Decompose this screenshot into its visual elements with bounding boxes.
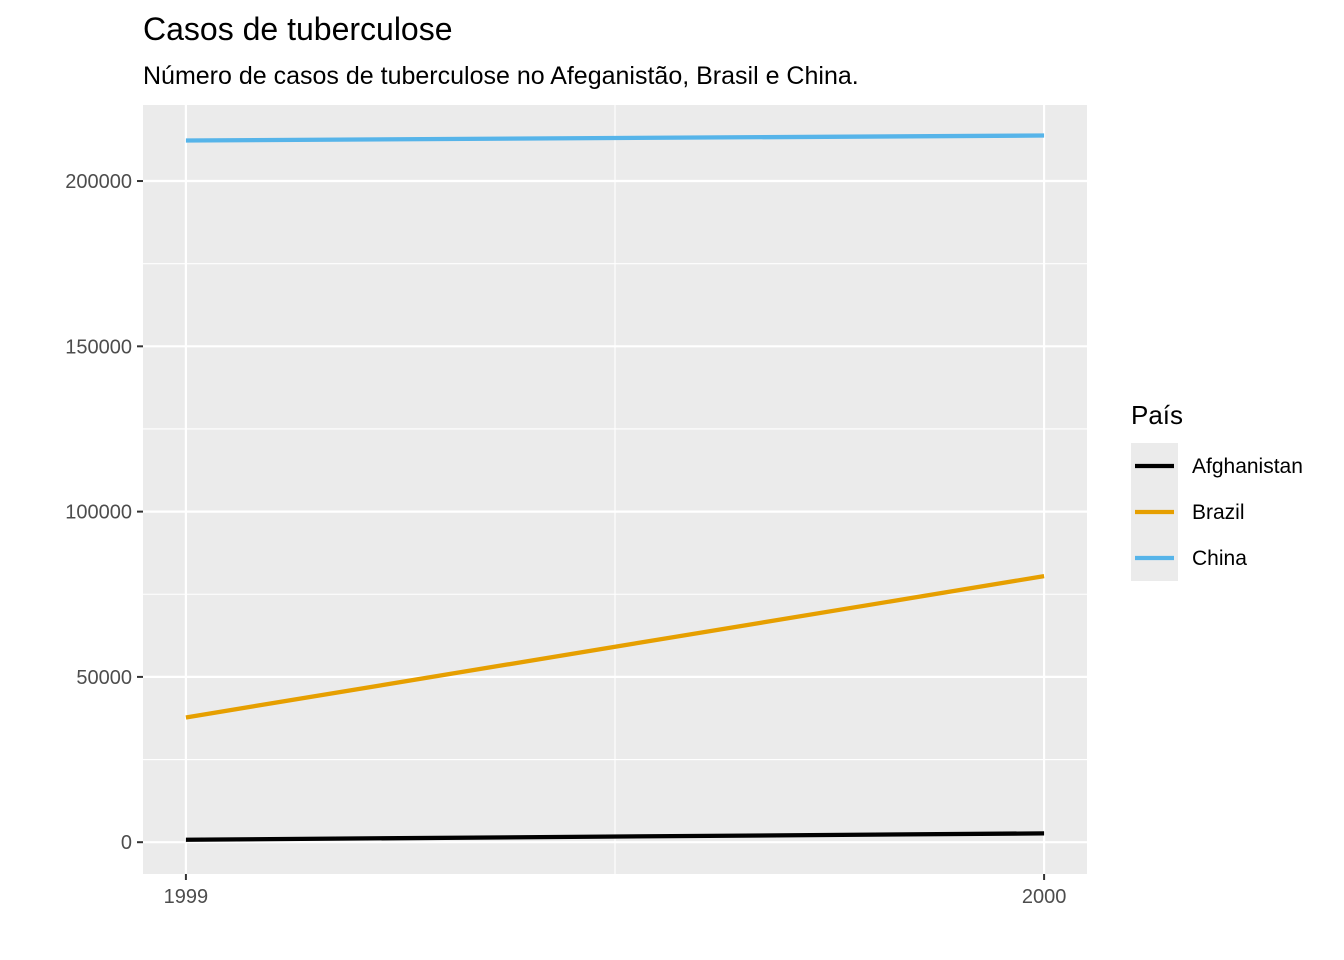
chart-subtitle: Número de casos de tuberculose no Afegan…: [143, 62, 859, 90]
y-tick-label: 0: [121, 832, 132, 854]
y-tick-label: 150000: [65, 336, 132, 358]
series-line-afghanistan: [185, 831, 1045, 842]
x-tick-label: 2000: [1022, 886, 1067, 908]
legend-label-afghanistan: Afghanistan: [1192, 455, 1303, 478]
series-line-brazil: [185, 573, 1045, 720]
x-axis: 1999 2000: [164, 874, 1067, 908]
legend-items: Afghanistan Brazil China: [1135, 455, 1303, 570]
series-line-china: [185, 133, 1045, 143]
legend-label-brazil: Brazil: [1192, 501, 1245, 524]
legend-title: País: [1131, 400, 1183, 430]
legend-label-china: China: [1192, 547, 1247, 570]
series-lines: [185, 133, 1045, 842]
y-axis: 0 50000 100000 150000 200000: [65, 171, 143, 854]
y-tick-label: 200000: [65, 171, 132, 193]
legend: País Afghanistan Brazil China: [1131, 400, 1303, 581]
minor-grid: [143, 105, 1087, 874]
chart-title: Casos de tuberculose: [143, 11, 453, 47]
y-tick-label: 50000: [76, 667, 132, 689]
major-grid: [143, 105, 1087, 874]
y-tick-label: 100000: [65, 502, 132, 524]
x-tick-label: 1999: [164, 886, 209, 908]
